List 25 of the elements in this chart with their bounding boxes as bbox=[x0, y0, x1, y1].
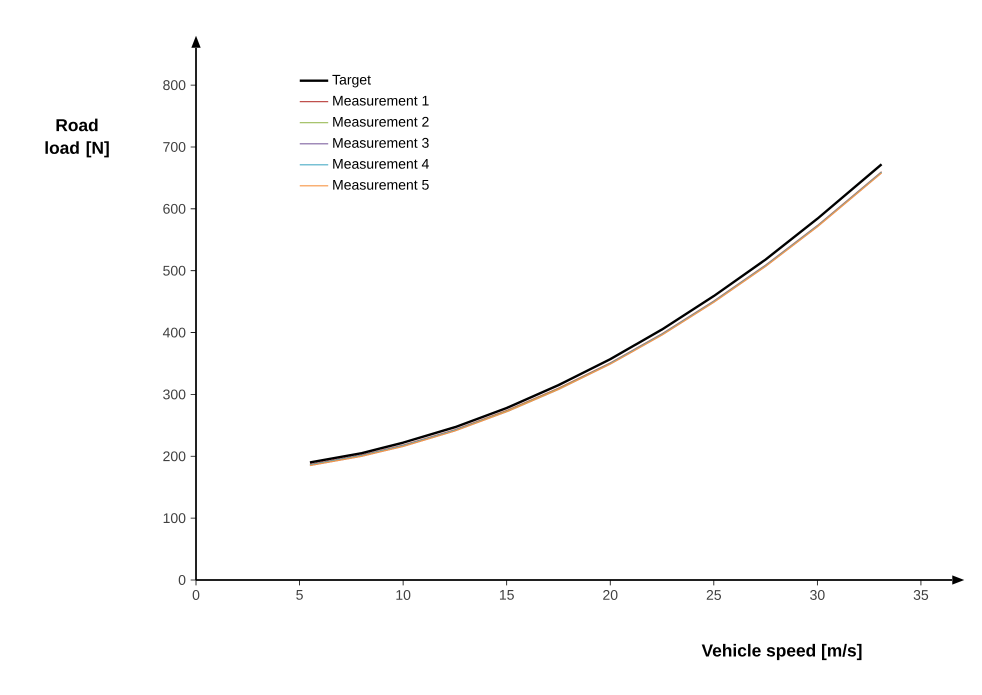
x-tick-label: 25 bbox=[706, 590, 721, 600]
x-tick-label: 5 bbox=[296, 590, 303, 600]
legend-label: Measurement 5 bbox=[333, 180, 429, 190]
x-tick-label: 15 bbox=[500, 590, 514, 600]
legend-label: Measurement 1 bbox=[333, 96, 429, 106]
x-tick-label: 35 bbox=[914, 590, 928, 600]
y-tick-label: 600 bbox=[163, 204, 186, 214]
x-tick-label: 20 bbox=[603, 590, 618, 600]
y-tick-label: 400 bbox=[162, 328, 186, 338]
x-axis-title: Vehicle speed [m/s] bbox=[702, 644, 862, 660]
x-tick-label: 30 bbox=[810, 590, 825, 600]
y-tick-label: 200 bbox=[163, 451, 186, 462]
x-tick-label: 10 bbox=[396, 590, 410, 600]
y-tick-label: 300 bbox=[163, 389, 186, 400]
x-tick-label: 0 bbox=[192, 590, 200, 600]
legend-label: Measurement 3 bbox=[333, 138, 429, 148]
y-tick-label: 800 bbox=[163, 80, 186, 90]
legend-label: Target bbox=[332, 74, 371, 88]
y-axis-title: Road load [N] bbox=[45, 118, 109, 158]
y-tick-label: 100 bbox=[164, 513, 186, 524]
y-tick-label: 500 bbox=[163, 266, 186, 276]
legend-label: Measurement 4 bbox=[333, 159, 429, 169]
legend-label: Measurement 2 bbox=[333, 116, 429, 127]
y-tick-label: 700 bbox=[163, 142, 186, 152]
y-tick-label: 0 bbox=[178, 575, 186, 585]
